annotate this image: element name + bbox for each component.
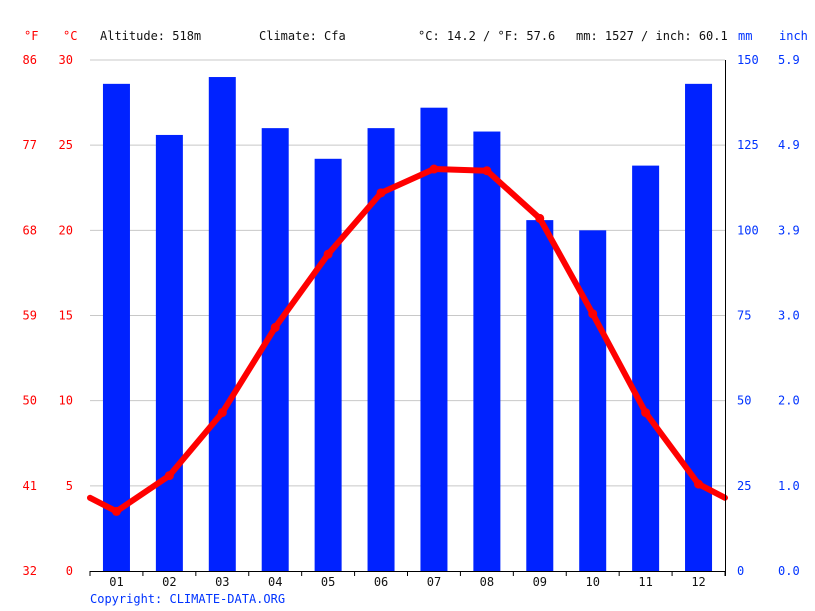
inch-tick-label: 0.0 [778, 564, 800, 578]
precipitation-bar [155, 134, 183, 572]
climate-label: Climate: Cfa [259, 29, 346, 43]
inch-tick-label: 2.0 [778, 394, 800, 408]
month-tick-label: 08 [480, 575, 494, 589]
month-tick-label: 07 [427, 575, 441, 589]
copyright-text: Copyright: CLIMATE-DATA.ORG [90, 592, 285, 606]
celsius-tick-label: 15 [59, 309, 73, 323]
precipitation-bar [579, 230, 607, 572]
celsius-tick-label: 20 [59, 223, 73, 237]
month-tick-label: 03 [215, 575, 229, 589]
precipitation-summary: mm: 1527 / inch: 60.1 [576, 29, 728, 43]
gridlines [90, 59, 725, 487]
celsius-tick-label: 5 [66, 479, 73, 493]
unit-mm-label: mm [738, 29, 752, 43]
temperature-point [323, 249, 333, 259]
temperature-series-line [87, 166, 728, 515]
mm-tick-label: 125 [737, 138, 759, 152]
inch-tick-label: 3.9 [778, 223, 800, 237]
fahrenheit-tick-label: 32 [23, 564, 37, 578]
mm-tick-label: 0 [737, 564, 744, 578]
month-tick-label: 06 [374, 575, 388, 589]
month-tick-label: 02 [162, 575, 176, 589]
tick-labels: 32 0 0 0.041 5 25 1.050 10 50 2.059 15 75 3.068 20 100… [23, 53, 800, 589]
precipitation-bar [473, 131, 501, 572]
precipitation-bar [102, 83, 130, 571]
precipitation-bar [632, 165, 660, 571]
temperature-line [87, 164, 728, 516]
month-tick-label: 10 [585, 575, 599, 589]
temperature-point [217, 408, 227, 418]
temperature-point [588, 309, 598, 319]
unit-fahrenheit-label: °F [24, 29, 38, 43]
temperature-point [694, 479, 704, 489]
inch-tick-label: 4.9 [778, 138, 800, 152]
temperature-point [376, 188, 386, 198]
celsius-tick-label: 0 [66, 564, 73, 578]
mm-tick-label: 150 [737, 53, 759, 67]
altitude-label: Altitude: 518m [100, 29, 201, 43]
inch-tick-label: 5.9 [778, 53, 800, 67]
fahrenheit-tick-label: 68 [23, 223, 37, 237]
precipitation-bar [261, 128, 289, 571]
temperature-summary: °C: 14.2 / °F: 57.6 [418, 29, 555, 43]
temperature-point [535, 213, 545, 223]
precipitation-bar [526, 220, 554, 571]
axes [89, 60, 726, 576]
month-tick-label: 12 [691, 575, 705, 589]
month-tick-label: 01 [109, 575, 123, 589]
precipitation-bar [314, 158, 342, 571]
fahrenheit-tick-label: 50 [23, 394, 37, 408]
inch-tick-label: 1.0 [778, 479, 800, 493]
month-tick-label: 05 [321, 575, 335, 589]
mm-tick-label: 100 [737, 223, 759, 237]
mm-tick-label: 50 [737, 394, 751, 408]
celsius-tick-label: 10 [59, 394, 73, 408]
celsius-tick-label: 30 [59, 53, 73, 67]
temperature-point [641, 408, 651, 418]
month-tick-label: 11 [638, 575, 652, 589]
unit-celsius-label: °C [63, 29, 77, 43]
fahrenheit-tick-label: 86 [23, 53, 37, 67]
mm-tick-label: 25 [737, 479, 751, 493]
temperature-point [482, 166, 492, 176]
month-tick-label: 04 [268, 575, 282, 589]
precipitation-bars [102, 77, 713, 572]
precipitation-bar [685, 83, 713, 571]
temperature-point [270, 322, 280, 332]
temperature-point [429, 164, 439, 174]
fahrenheit-tick-label: 77 [23, 138, 37, 152]
mm-tick-label: 75 [737, 309, 751, 323]
month-tick-label: 09 [533, 575, 547, 589]
celsius-tick-label: 25 [59, 138, 73, 152]
inch-tick-label: 3.0 [778, 309, 800, 323]
unit-inch-label: inch [779, 29, 808, 43]
precipitation-bar [420, 107, 448, 572]
temperature-point [164, 471, 174, 481]
fahrenheit-tick-label: 59 [23, 309, 37, 323]
fahrenheit-tick-label: 41 [23, 479, 37, 493]
precipitation-bar [208, 77, 236, 572]
temperature-point [111, 506, 121, 516]
